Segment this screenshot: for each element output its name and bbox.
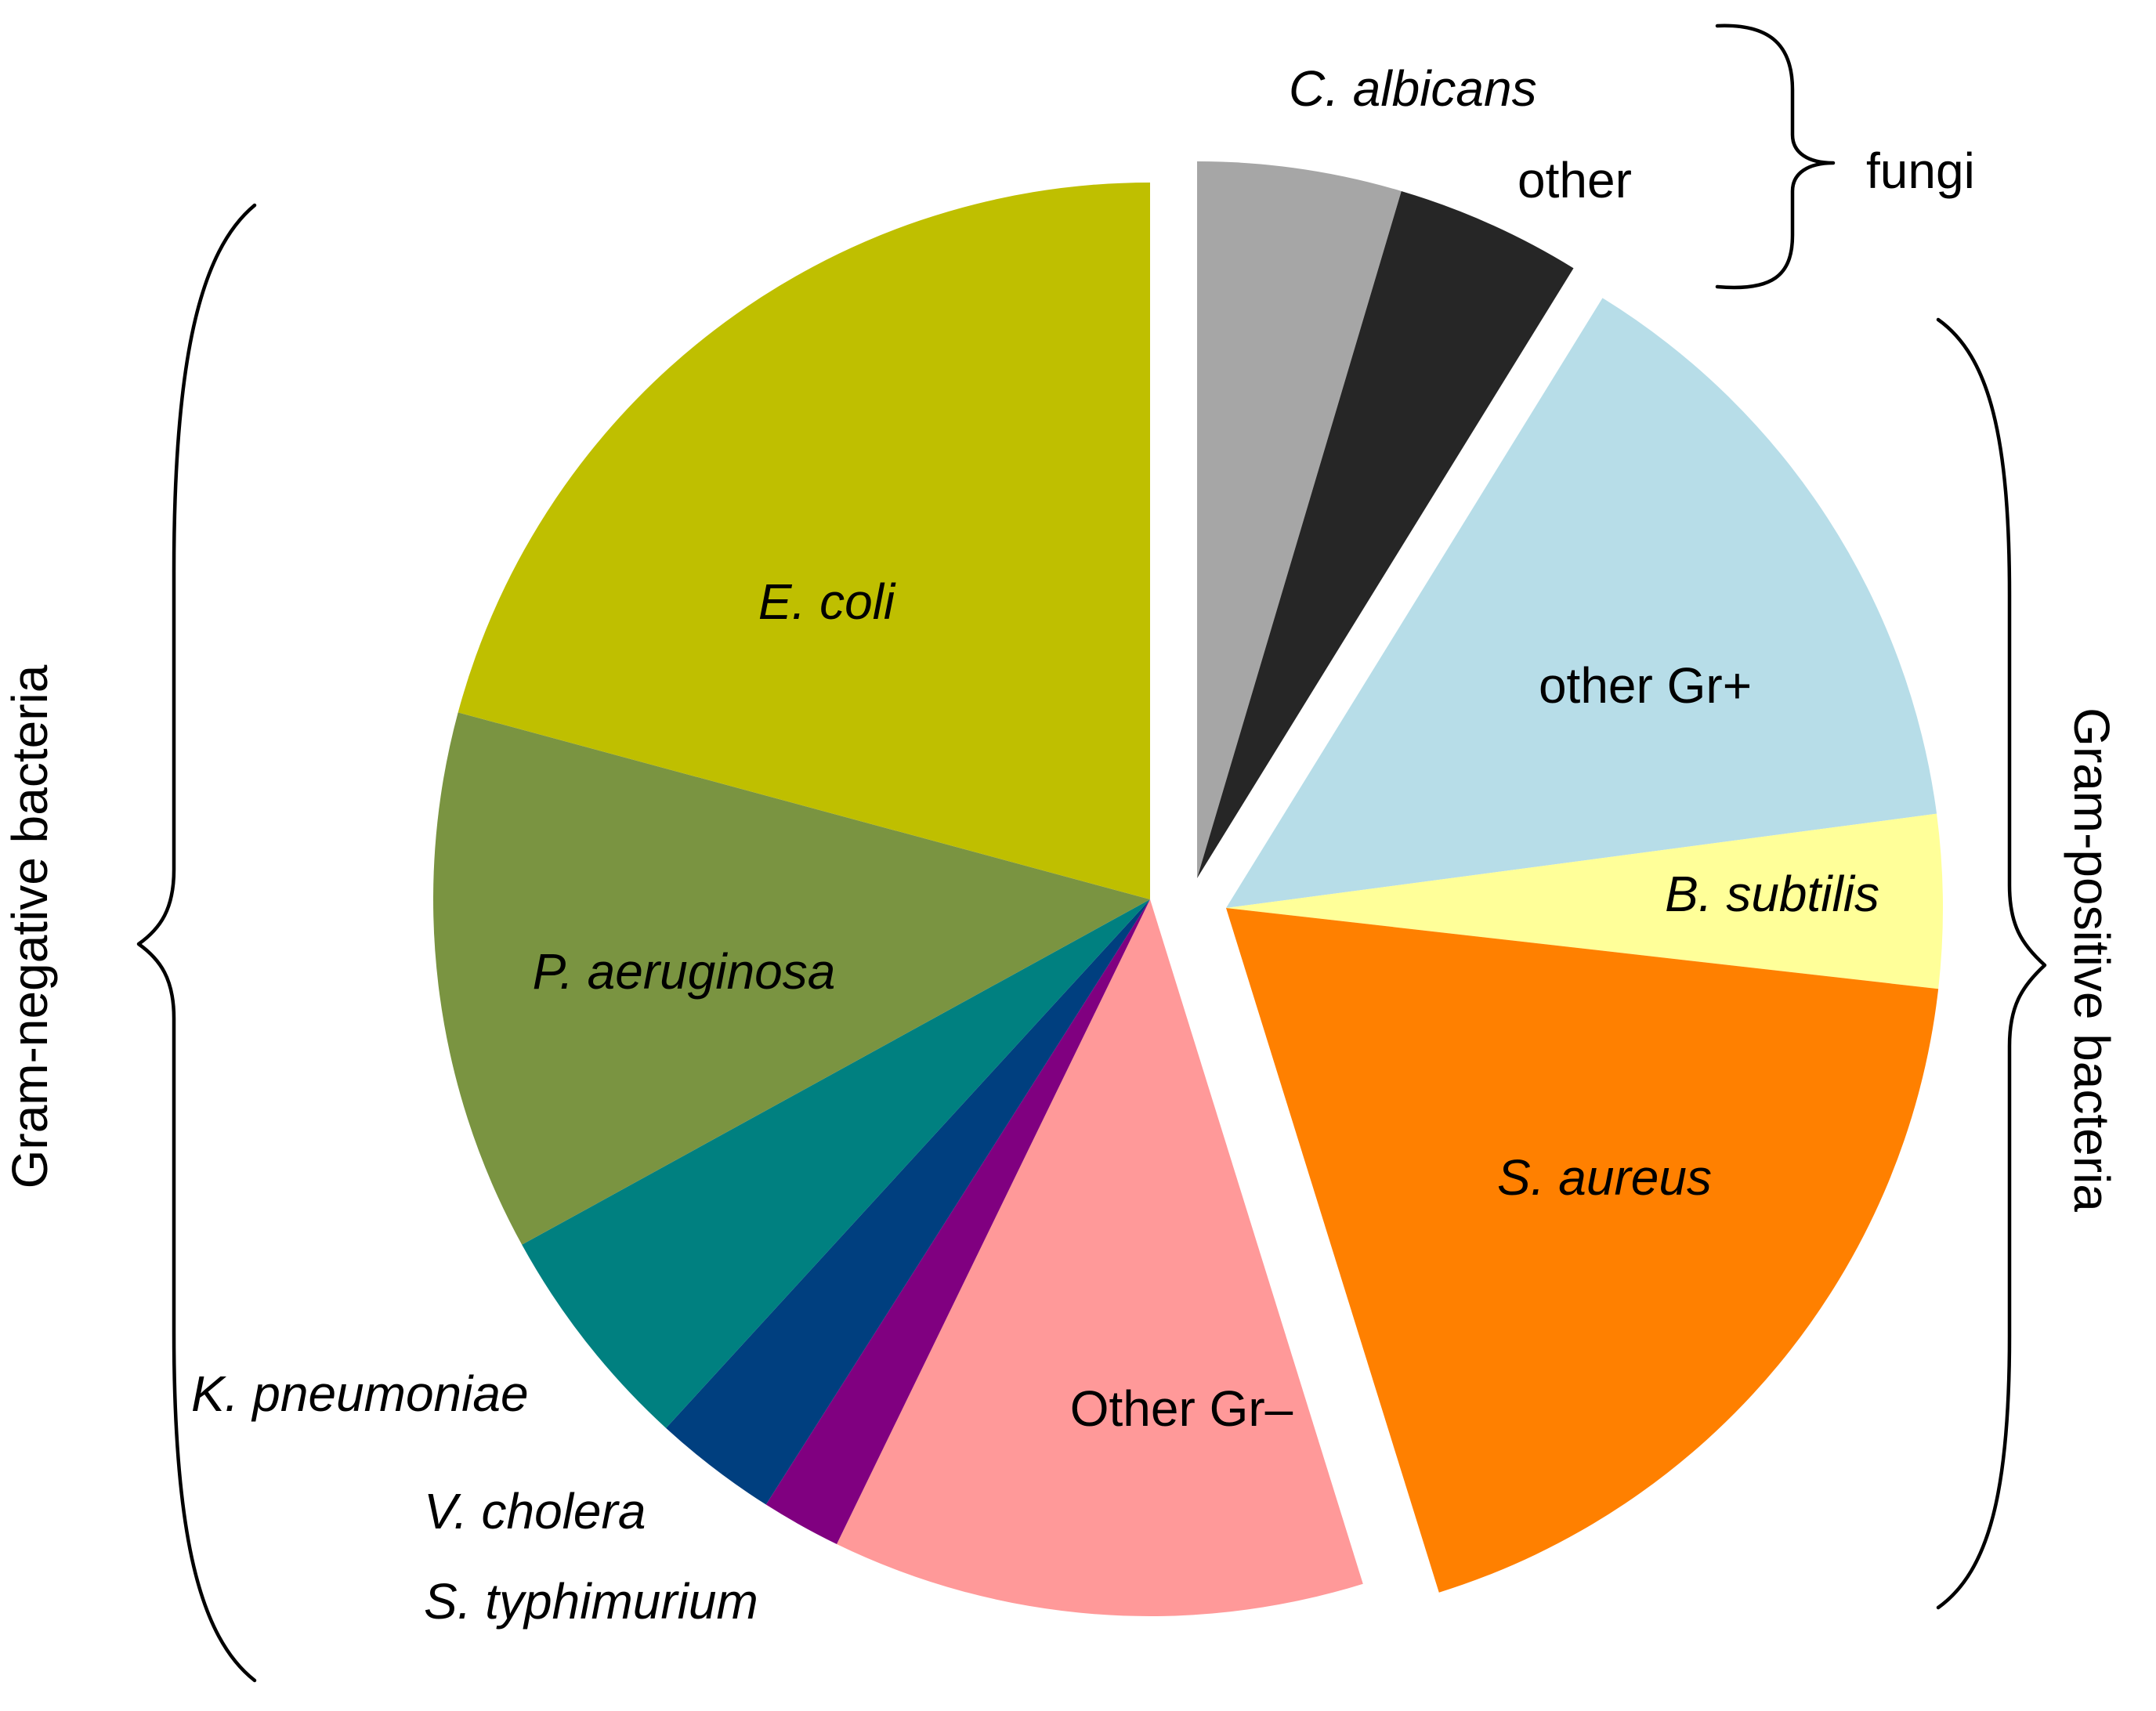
pie-slice-c-albicans — [1197, 161, 1402, 878]
slice-labels: C. albicans other other Gr+ B. subtilis … — [191, 60, 1879, 1630]
gram-positive-brace — [1936, 317, 2047, 1610]
label-p-aeruginosa: P. aeruginosa — [533, 943, 836, 1000]
label-k-pneumoniae: K. pneumoniae — [191, 1366, 529, 1422]
label-other-gr-plus: other Gr+ — [1539, 657, 1752, 714]
group-braces — [136, 24, 2047, 1683]
pie-slice-other-gr — [1226, 298, 1937, 909]
label-b-subtilis: B. subtilis — [1665, 866, 1879, 922]
pie-slice-v-cholera — [666, 899, 1150, 1505]
group-labels: fungi Gram-positive bacteria Gram-negati… — [2, 143, 2120, 1212]
pie-slice-s-aureus — [1226, 908, 1939, 1593]
label-v-cholera: V. cholera — [424, 1483, 646, 1539]
pie-slice-other-gr — [837, 899, 1363, 1617]
label-s-aureus: S. aureus — [1497, 1149, 1712, 1206]
pie-slice-s-typhimurium — [765, 899, 1150, 1544]
label-s-typhimurium: S. typhimurium — [424, 1573, 758, 1630]
gram-negative-brace — [136, 203, 257, 1683]
group-label-gram-positive: Gram-positive bacteria — [2064, 707, 2120, 1212]
group-label-gram-negative: Gram-negative bacteria — [2, 664, 58, 1188]
pie-slice-k-pneumoniae — [522, 899, 1150, 1428]
pie-slices — [433, 161, 1943, 1617]
pie-slice-e-coli — [458, 183, 1150, 899]
pie-slice-other — [1197, 190, 1574, 878]
pie-slice-b-subtilis — [1226, 813, 1943, 989]
group-label-fungi: fungi — [1866, 143, 1975, 199]
label-other-fungi: other — [1518, 152, 1632, 208]
fungi-brace — [1715, 24, 1836, 290]
pie-slice-p-aeruginosa — [433, 712, 1150, 1245]
label-c-albicans: C. albicans — [1289, 60, 1537, 117]
label-other-gr-minus: Other Gr– — [1070, 1380, 1293, 1437]
label-e-coli: E. coli — [758, 573, 896, 630]
